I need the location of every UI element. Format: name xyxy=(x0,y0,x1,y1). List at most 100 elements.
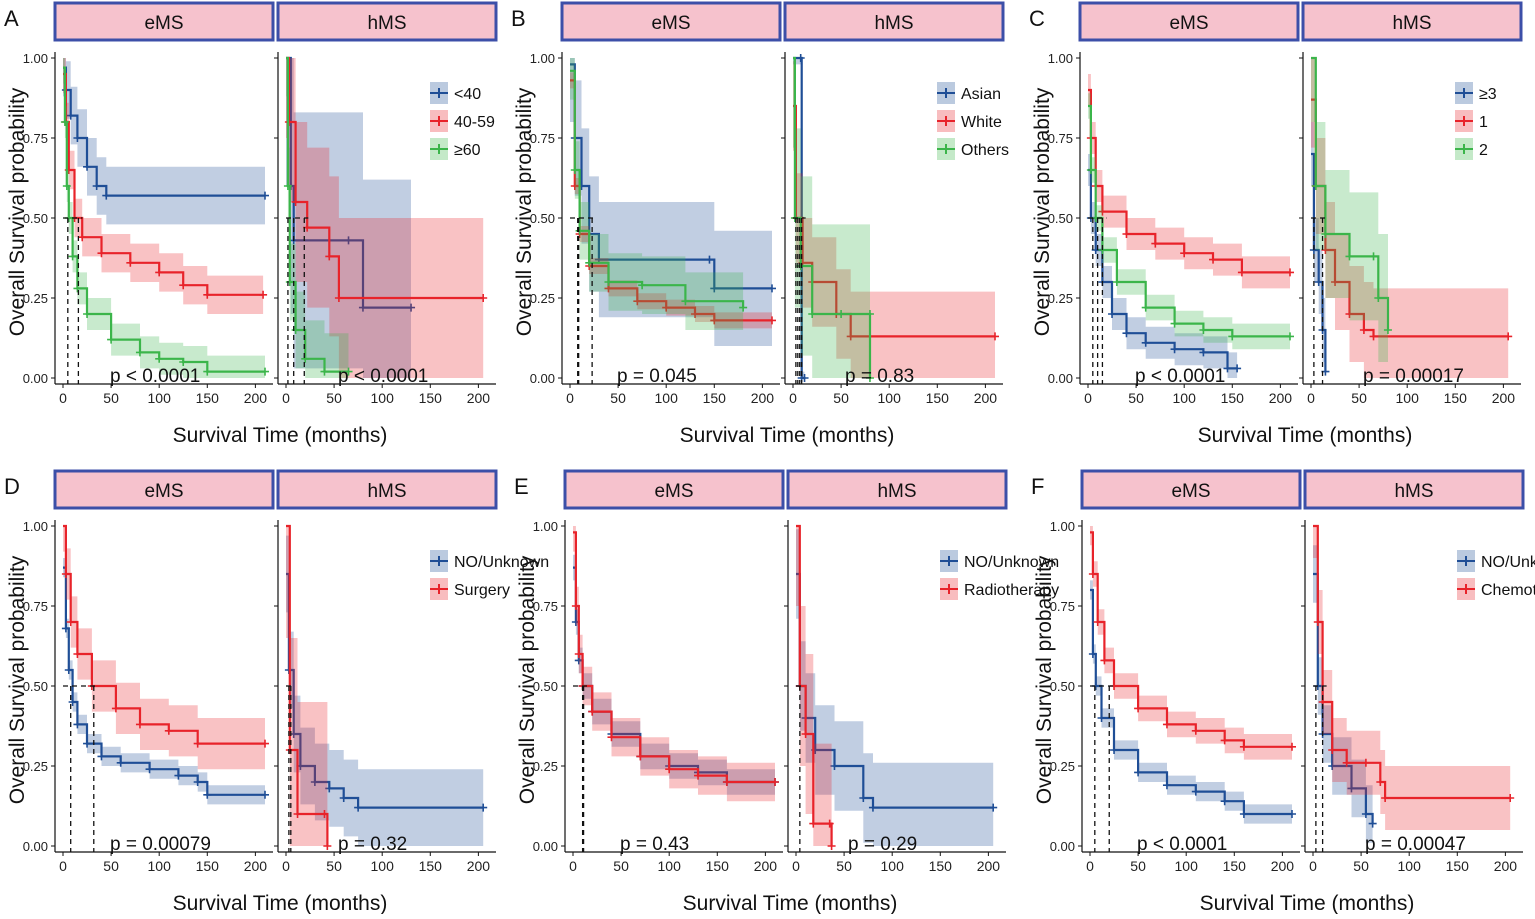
x-tick-label: 50 xyxy=(103,858,119,874)
censor-mark xyxy=(681,297,690,306)
x-tick-label: 100 xyxy=(148,390,172,406)
censor-mark xyxy=(1100,656,1109,665)
x-tick-label: 50 xyxy=(1351,390,1367,406)
censor-mark xyxy=(354,803,363,812)
x-tick-label: 0 xyxy=(569,858,577,874)
censor-mark xyxy=(73,284,82,293)
censor-mark xyxy=(1347,784,1356,793)
censor-mark xyxy=(310,778,319,786)
x-axis-label: Survival Time (months) xyxy=(1198,424,1413,447)
censor-mark xyxy=(301,354,310,363)
censor-mark xyxy=(73,720,82,729)
y-tick-label: 0.00 xyxy=(530,371,555,386)
x-tick-label: 50 xyxy=(103,390,119,406)
facet-strip-label: eMS xyxy=(1171,481,1210,502)
censor-mark xyxy=(1369,252,1378,261)
p-value-label: p = 0.43 xyxy=(620,834,689,855)
censor-mark xyxy=(1286,268,1294,277)
censor-mark xyxy=(801,730,810,738)
x-tick-label: 150 xyxy=(196,858,220,874)
censor-mark xyxy=(259,290,268,299)
censor-mark xyxy=(1162,781,1171,790)
legend-item: ≥3 xyxy=(1455,82,1497,104)
ci-band xyxy=(796,526,832,846)
legend-item: <40 xyxy=(430,82,481,104)
legend-item: NO/Unknown xyxy=(1457,550,1535,572)
survival-curve xyxy=(63,524,265,745)
censor-mark xyxy=(1097,714,1106,722)
x-tick-label: 150 xyxy=(1446,858,1470,874)
y-tick-label: 1.00 xyxy=(23,51,48,66)
censor-mark xyxy=(293,810,302,818)
y-tick-label: 0.25 xyxy=(1050,759,1075,774)
p-value-label: p = 0.00017 xyxy=(1363,366,1464,387)
censor-mark xyxy=(102,191,111,200)
censor-mark xyxy=(1209,255,1218,264)
legend-item: 1 xyxy=(1455,110,1488,132)
censor-mark xyxy=(1141,338,1150,347)
censor-mark xyxy=(203,790,212,799)
p-value-label: p < 0.0001 xyxy=(338,366,428,387)
y-tick-label: 0.50 xyxy=(23,679,48,694)
legend-item: Asian xyxy=(937,82,1001,104)
ci-band xyxy=(1090,526,1292,760)
x-axis-label: Survival Time (months) xyxy=(683,892,898,914)
facet-ems: eMS 0.00 0.25 0.50 0.75 1.00 0 50 100 150 200 p = 0… xyxy=(533,469,785,874)
x-tick-label: 150 xyxy=(706,858,730,874)
x-tick-label: 200 xyxy=(751,390,775,406)
y-tick-label: 0.00 xyxy=(23,371,48,386)
x-tick-label: 0 xyxy=(792,858,800,874)
ci-band xyxy=(570,58,744,337)
censor-mark xyxy=(479,803,488,812)
p-value-label: p < 0.0001 xyxy=(1137,834,1227,855)
censor-mark xyxy=(1170,345,1179,354)
censor-mark xyxy=(1237,268,1246,277)
ci-band xyxy=(1090,580,1292,824)
ci-band xyxy=(1088,74,1290,289)
censor-mark xyxy=(407,303,416,312)
censor-mark xyxy=(636,752,645,761)
censor-mark xyxy=(285,746,294,754)
ci-band xyxy=(1088,154,1238,378)
survival-curve xyxy=(286,56,349,373)
censor-mark xyxy=(179,358,188,366)
facet-hms: hMS 0 50 100 150 200 p = 0.00047 xyxy=(1301,469,1525,874)
y-tick-label: 0.50 xyxy=(530,211,555,226)
legend-item: NO/Unknown xyxy=(940,550,1059,572)
p-value-label: p = 0.32 xyxy=(338,834,407,855)
survival-curve xyxy=(793,56,872,378)
y-tick-label: 0.00 xyxy=(1048,371,1073,386)
legend-item: NO/Unknown xyxy=(430,550,549,572)
censor-mark xyxy=(1122,329,1131,338)
censor-mark xyxy=(1220,736,1229,745)
x-axis-label: Survival Time (months) xyxy=(680,424,895,447)
censor-mark xyxy=(116,758,125,767)
censor-mark xyxy=(1162,720,1171,729)
censor-mark xyxy=(1122,230,1131,238)
x-tick-label: 100 xyxy=(878,390,902,406)
censor-mark xyxy=(585,258,594,267)
censor-mark xyxy=(1108,310,1117,318)
y-tick-label: 0.75 xyxy=(533,599,558,614)
censor-mark xyxy=(607,733,616,742)
ci-band xyxy=(286,58,349,378)
censor-mark xyxy=(1199,348,1208,357)
censor-mark xyxy=(768,284,776,293)
censor-mark xyxy=(145,765,154,774)
facet-strip xyxy=(1303,469,1525,510)
x-axis-label: Survival Time (months) xyxy=(173,424,388,447)
survival-curve xyxy=(573,531,775,784)
censor-mark xyxy=(1345,252,1354,261)
p-value-label: p = 0.00079 xyxy=(110,834,211,855)
censor-mark xyxy=(1239,742,1248,751)
legend-label: 40-59 xyxy=(454,114,495,131)
facet-strip-label: hMS xyxy=(1392,13,1431,34)
censor-mark xyxy=(705,255,714,264)
censor-mark xyxy=(1191,726,1200,735)
legend-item: ≥60 xyxy=(430,138,481,160)
legend-label: Chemotherapy xyxy=(1481,582,1535,599)
ci-band xyxy=(1311,58,1388,378)
y-tick-label: 0.75 xyxy=(23,599,48,614)
survival-curve xyxy=(573,566,775,784)
